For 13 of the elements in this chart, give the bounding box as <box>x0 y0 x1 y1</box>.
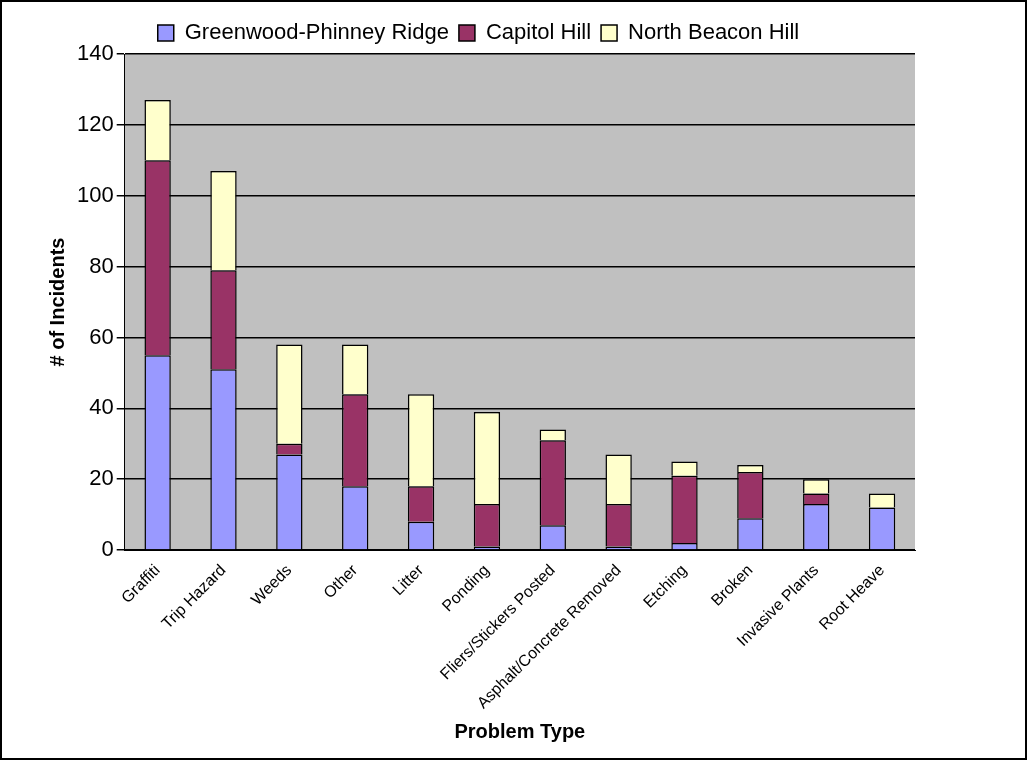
y-tick-label: 100 <box>76 181 114 207</box>
y-tick-label: 140 <box>76 40 114 66</box>
y-tick-label: 120 <box>76 110 114 136</box>
legend-label: Capitol Hill <box>485 19 592 45</box>
y-tick-label: 0 <box>101 536 114 562</box>
y-tick-label: 40 <box>89 394 114 420</box>
x-axis-title: Problem Type <box>454 719 586 742</box>
y-tick-label: 60 <box>89 323 114 349</box>
y-tick-label: 80 <box>89 252 114 278</box>
y-tick-label: 20 <box>89 465 114 491</box>
legend-label: Greenwood-Phinney Ridge <box>184 19 449 45</box>
legend-label: North Beacon Hill <box>628 19 800 45</box>
y-axis-title: # of Incidents <box>45 237 68 367</box>
